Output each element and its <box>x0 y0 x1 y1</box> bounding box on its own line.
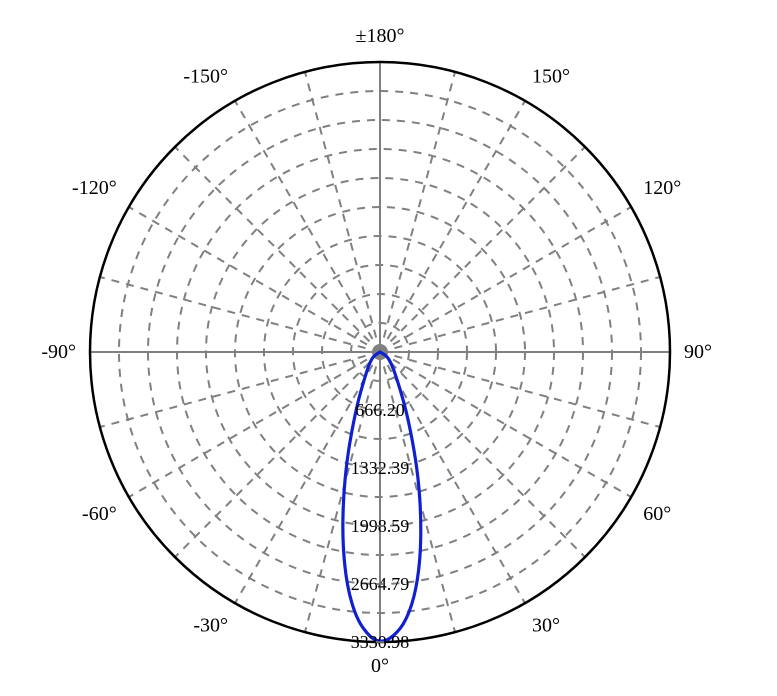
angle-label: 150° <box>532 66 570 88</box>
angle-label: -60° <box>82 503 117 525</box>
angle-label: 60° <box>643 503 671 525</box>
angle-label: 0° <box>371 655 389 677</box>
angle-label: -30° <box>193 614 228 636</box>
angle-label: -150° <box>183 66 228 88</box>
angle-label: -120° <box>72 177 117 199</box>
angle-label: -90° <box>41 341 76 363</box>
angle-label: 30° <box>532 614 560 636</box>
angle-label: 90° <box>684 341 712 363</box>
angle-label: ±180° <box>356 25 405 47</box>
polar-chart: 666.201332.391998.592664.793330.98 0°30°… <box>0 0 777 696</box>
angle-label: 120° <box>643 177 681 199</box>
